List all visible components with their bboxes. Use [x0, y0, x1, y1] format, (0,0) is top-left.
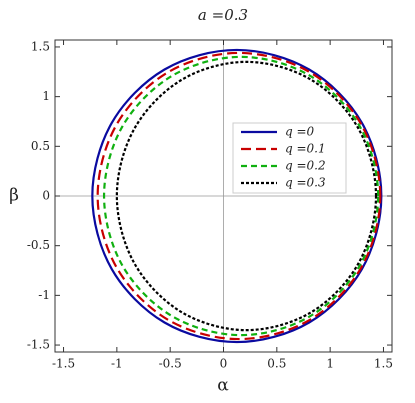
y-tick-label: -1 — [38, 288, 50, 302]
x-tick-label: -0.5 — [159, 357, 182, 371]
x-tick-label: -1 — [111, 357, 123, 371]
y-tick-label: -0.5 — [27, 238, 50, 252]
y-axis-label: β — [9, 186, 19, 206]
legend-label: q =0.1 — [285, 142, 326, 156]
series-line — [102, 55, 380, 337]
chart-title: a =0.3 — [198, 6, 248, 24]
x-tick-label: 1 — [326, 357, 334, 371]
legend-box — [232, 122, 347, 194]
series-line — [91, 48, 383, 344]
y-tick-label: -1.5 — [27, 338, 50, 352]
x-tick-label: 0 — [220, 357, 228, 371]
x-tick-label: -1.5 — [52, 357, 75, 371]
legend-label: q =0.2 — [285, 159, 326, 173]
x-tick-label: 0.5 — [267, 357, 286, 371]
y-tick-label: 1.5 — [31, 39, 50, 53]
y-tick-label: 0.5 — [31, 139, 50, 153]
legend-label: q =0.3 — [285, 176, 326, 190]
x-tick-label: 1.5 — [374, 357, 393, 371]
y-tick-label: 0 — [42, 189, 50, 203]
x-axis-label: α — [217, 376, 229, 396]
series-line — [96, 51, 382, 341]
legend-label: q =0 — [285, 125, 315, 139]
y-tick-label: 1 — [42, 89, 50, 103]
